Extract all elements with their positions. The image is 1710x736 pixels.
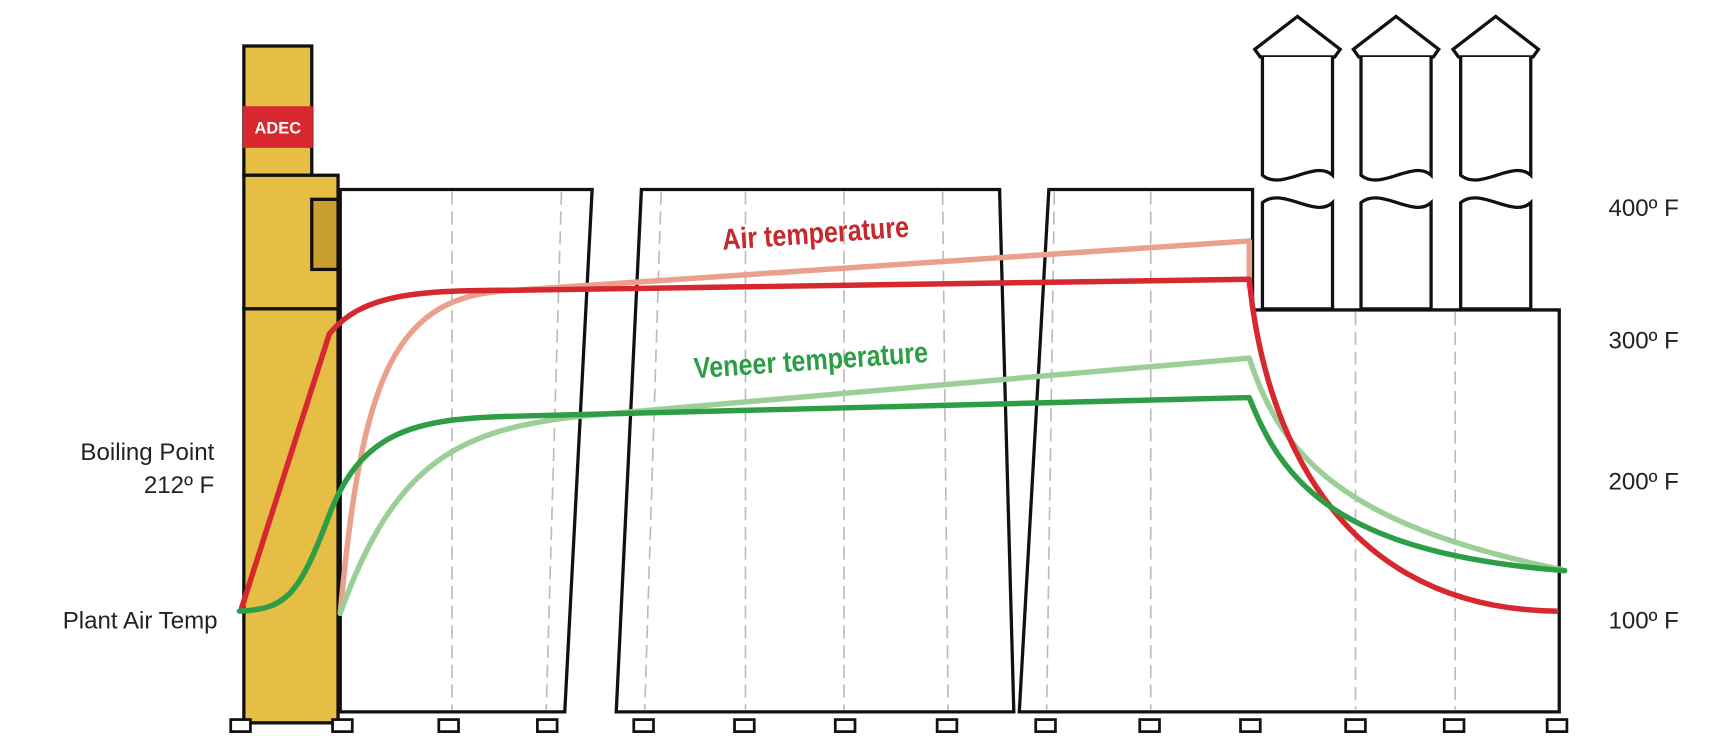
section-2: [614, 187, 1016, 714]
air-curve: [238, 276, 1559, 614]
veneer-curve-light: [337, 355, 1565, 617]
boiling-point-label: Boiling Point: [80, 439, 214, 466]
temp-label: 400º F: [1609, 195, 1679, 222]
coolers: [1252, 14, 1541, 311]
temp-label: 100º F: [1609, 608, 1679, 635]
badge: ADEC: [255, 120, 302, 138]
veneer-curve: [236, 394, 1568, 614]
feet: [229, 718, 1569, 733]
temp-label: 300º F: [1609, 327, 1679, 354]
boiling-value-label: 212º F: [144, 472, 214, 499]
tower: [242, 44, 340, 725]
temp-label: 200º F: [1609, 469, 1679, 496]
badge-box: [242, 106, 313, 148]
plant-air-label: Plant Air Temp: [63, 608, 218, 635]
section-1: [338, 187, 594, 714]
